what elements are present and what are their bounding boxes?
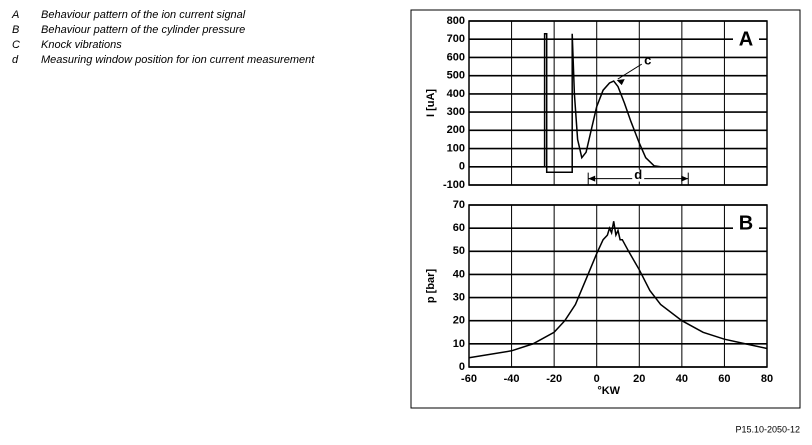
panel-label: B (739, 212, 753, 234)
plot-area (468, 20, 768, 186)
y-tick-label: 500 (447, 70, 465, 82)
figure-id: P15.10-2050-12 (735, 424, 800, 434)
y-tick-label: 30 (453, 291, 465, 303)
y-tick-label: 200 (447, 124, 465, 136)
y-tick-label: 100 (447, 142, 465, 154)
x-tick-label: -40 (504, 373, 520, 385)
y-tick-label: 800 (447, 15, 465, 27)
y-tick-label: 0 (459, 161, 465, 173)
y-tick-label: -100 (443, 179, 465, 191)
legend-text: Behaviour pattern of the cylinder pressu… (41, 24, 245, 36)
panel-label-bg (733, 27, 759, 51)
y-tick-label: 60 (453, 222, 465, 234)
arrowhead (681, 175, 689, 182)
x-tick-label: 0 (594, 373, 600, 385)
legend-text: Measuring window position for ion curren… (41, 54, 315, 66)
x-tick-label: 20 (633, 373, 645, 385)
y-axis-label: p [bar] (425, 269, 437, 304)
legend-key: A (11, 9, 19, 21)
x-axis-label: °KW (597, 385, 620, 397)
figure-frame (410, 9, 801, 409)
legend-key: C (12, 39, 20, 51)
annotation-pointer (617, 63, 643, 80)
annotation-bg (632, 169, 645, 182)
y-tick-label: 700 (447, 33, 465, 45)
y-tick-label: 600 (447, 51, 465, 63)
x-tick-label: 40 (676, 373, 688, 385)
x-tick-label: 60 (718, 373, 730, 385)
legend-key: B (12, 24, 19, 36)
x-tick-label: -60 (461, 373, 477, 385)
y-tick-label: 400 (447, 88, 465, 100)
y-axis-label: I [uA] (425, 89, 437, 117)
arrowhead (616, 79, 625, 86)
y-tick-label: 50 (453, 245, 465, 257)
y-tick-label: 70 (453, 199, 465, 211)
x-tick-label: -20 (546, 373, 562, 385)
data-line (468, 221, 768, 359)
y-tick-label: 40 (453, 268, 465, 280)
panel-label-bg (733, 211, 759, 235)
y-tick-label: 20 (453, 315, 465, 327)
y-tick-label: 300 (447, 106, 465, 118)
arrowhead (588, 175, 596, 182)
data-line (469, 33, 767, 173)
legend-key: d (12, 54, 19, 66)
annotation-text: d (634, 167, 642, 182)
legend-text: Knock vibrations (41, 39, 122, 51)
legend-text: Behaviour pattern of the ion current sig… (41, 9, 246, 21)
x-tick-label: 80 (761, 373, 773, 385)
y-tick-label: 10 (453, 338, 465, 350)
panel-label: A (739, 28, 753, 50)
y-tick-label: 0 (459, 361, 465, 373)
annotation-text: c (644, 53, 651, 68)
